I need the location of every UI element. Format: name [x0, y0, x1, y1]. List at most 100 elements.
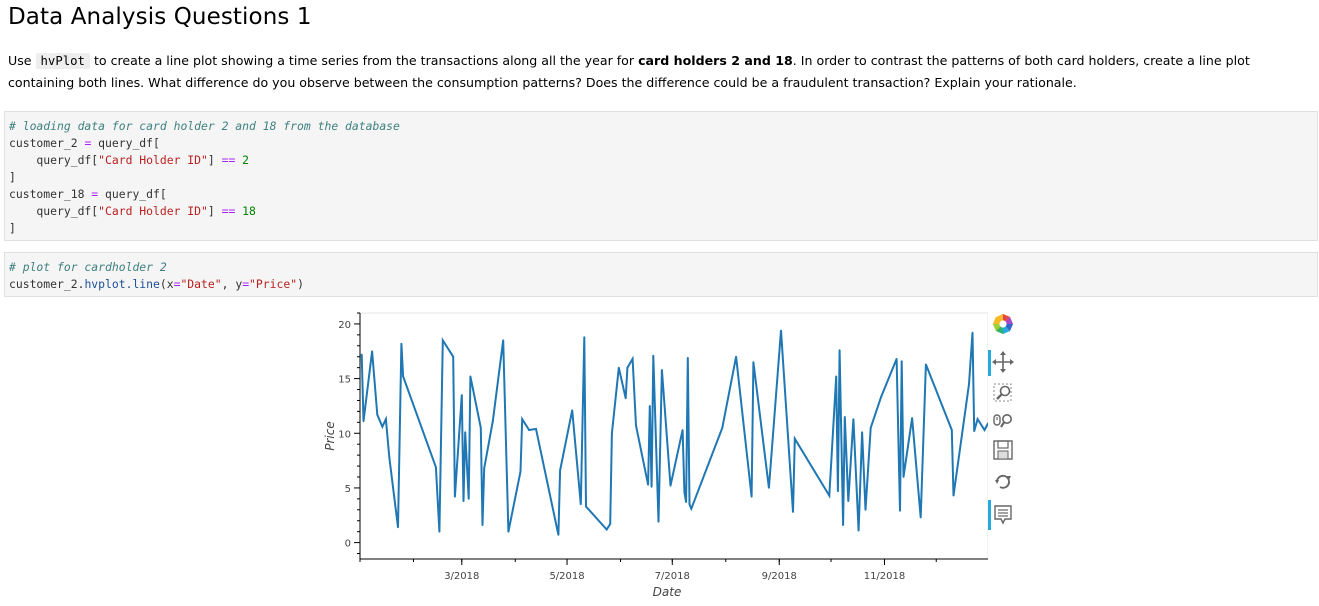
data-point — [657, 520, 660, 523]
data-point — [685, 501, 687, 503]
wheel-zoom-icon[interactable] — [988, 407, 1018, 435]
markdown-heading: Data Analysis Questions 1 — [8, 4, 312, 30]
code-token: query_df[ — [9, 204, 99, 218]
data-point — [911, 417, 913, 419]
data-point — [647, 483, 649, 486]
data-point — [686, 356, 689, 359]
hover-active-indicator — [988, 500, 991, 530]
data-point — [617, 366, 620, 369]
y-tick-label: 20 — [338, 320, 351, 331]
data-point — [502, 339, 505, 342]
code-token: (x — [159, 277, 174, 291]
pan-active-indicator — [988, 350, 991, 376]
data-point — [469, 375, 472, 378]
data-point — [609, 523, 612, 525]
box-zoom-icon[interactable] — [988, 378, 1018, 406]
prose-text-1: Use — [8, 53, 36, 68]
code-token: ] — [9, 221, 16, 235]
data-point — [688, 503, 691, 506]
data-point — [519, 470, 522, 473]
data-point — [973, 430, 976, 432]
data-point — [507, 530, 510, 533]
data-point — [768, 487, 770, 489]
data-point — [535, 428, 537, 430]
hover-icon[interactable] — [988, 500, 1018, 528]
data-point — [464, 431, 467, 434]
code-operator: = — [84, 136, 92, 150]
code-token: query_df[ — [98, 187, 167, 201]
code-attribute: hvplot.line — [84, 277, 160, 291]
code-number: 2 — [235, 153, 250, 167]
code-operator: == — [221, 153, 236, 167]
data-point — [631, 358, 634, 360]
data-point — [483, 467, 486, 470]
data-point — [650, 485, 653, 488]
data-point — [864, 508, 867, 511]
code-token: query_df[ — [91, 136, 160, 150]
data-point — [869, 426, 872, 429]
data-point — [721, 426, 724, 429]
code-token: ) — [297, 277, 304, 291]
data-point — [611, 432, 613, 435]
data-point — [899, 510, 901, 512]
data-point — [360, 353, 363, 356]
data-point — [454, 495, 456, 498]
data-point — [579, 503, 582, 506]
plot-output: 0 5 10 15 20 3/2018 5/2018 7/2018 9/2018 11/2018 D… — [0, 300, 1319, 606]
code-cell-plot[interactable]: # plot for cardholder 2 customer_2.hvplo… — [4, 252, 1318, 297]
code-cell-load-data[interactable]: # loading data for card holder 2 and 18 … — [4, 111, 1318, 241]
data-point — [681, 429, 684, 431]
data-point — [987, 422, 988, 425]
data-point — [400, 342, 403, 345]
line-plot[interactable]: 0 5 10 15 20 3/2018 5/2018 7/2018 9/2018 11/2018 D… — [0, 300, 988, 606]
code-string: "Date" — [180, 277, 222, 291]
data-point — [793, 437, 796, 440]
code-operator: = — [242, 277, 250, 291]
data-point — [842, 524, 844, 526]
data-point — [902, 476, 905, 478]
bokeh-logo-icon[interactable] — [988, 310, 1018, 338]
code-operator: = — [173, 277, 181, 291]
data-point — [435, 466, 437, 469]
data-point — [792, 511, 794, 513]
data-point — [895, 358, 898, 360]
plot-toolbar — [988, 310, 1018, 530]
data-point — [402, 375, 404, 378]
data-point — [780, 329, 782, 332]
code-token: customer_2. — [9, 277, 85, 291]
data-point — [441, 339, 444, 342]
data-point — [583, 336, 586, 338]
reset-icon[interactable] — [988, 468, 1018, 496]
code-token: , y — [221, 277, 243, 291]
code-token: query_df[ — [9, 153, 99, 167]
data-point — [521, 418, 524, 420]
data-point — [971, 331, 974, 334]
code-token: customer_2 — [9, 136, 85, 150]
data-point — [852, 418, 855, 420]
code-operator: == — [221, 204, 236, 218]
data-point — [750, 495, 753, 498]
data-point — [683, 491, 686, 494]
save-icon[interactable] — [988, 436, 1018, 464]
data-point — [605, 528, 608, 531]
code-number: 18 — [235, 204, 256, 218]
data-point — [528, 429, 530, 431]
y-tick-label: 5 — [345, 484, 351, 495]
prose-bold: card holders 2 and 18 — [638, 53, 793, 68]
code-token: customer_18 — [9, 187, 92, 201]
data-point — [735, 355, 737, 358]
data-point — [847, 500, 850, 502]
data-point — [362, 420, 365, 423]
x-tick-label: 5/2018 — [549, 571, 584, 582]
data-point — [381, 425, 384, 428]
markdown-paragraph: Use hvPlot to create a line plot showing… — [8, 50, 1308, 94]
data-point — [861, 431, 863, 434]
code-token: ] — [9, 170, 16, 184]
data-point — [976, 418, 979, 420]
data-point — [968, 383, 970, 385]
code-token: ] — [207, 153, 222, 167]
pan-icon[interactable] — [988, 348, 1018, 376]
y-tick-label: 0 — [345, 539, 351, 550]
data-point — [376, 413, 379, 416]
data-point — [828, 494, 831, 497]
